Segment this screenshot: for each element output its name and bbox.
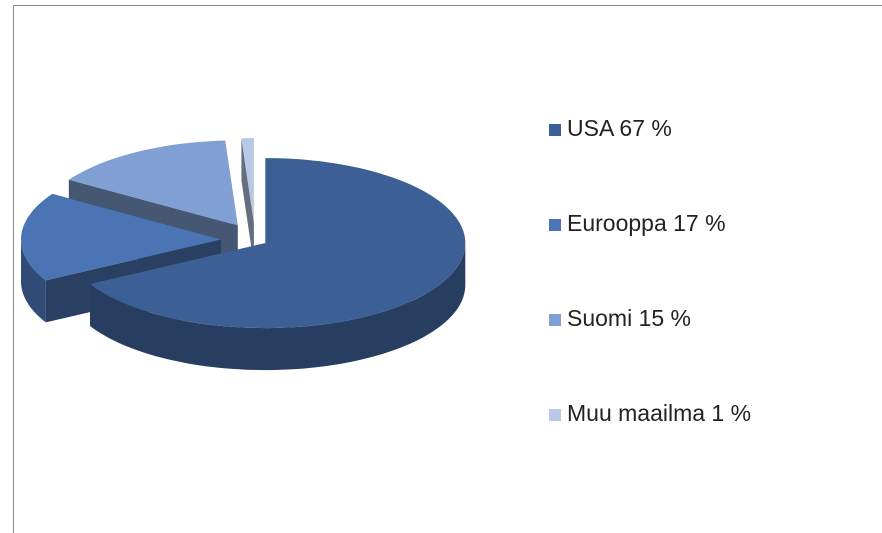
legend-swatch [549, 219, 561, 231]
legend-swatch [549, 124, 561, 136]
slice-wall [21, 239, 46, 323]
legend-label: Eurooppa 17 % [567, 210, 726, 236]
legend-swatch [549, 409, 561, 421]
slice [68, 140, 238, 226]
slice [21, 193, 221, 281]
slice-wall [90, 243, 466, 371]
legend-label: USA 67 % [567, 115, 672, 141]
legend-swatch [549, 314, 561, 326]
legend-label: Muu maailma 1 % [567, 400, 751, 426]
slice [90, 158, 466, 328]
legend-label: Suomi 15 % [567, 305, 691, 331]
slice-side [241, 138, 254, 265]
slice [241, 138, 254, 223]
